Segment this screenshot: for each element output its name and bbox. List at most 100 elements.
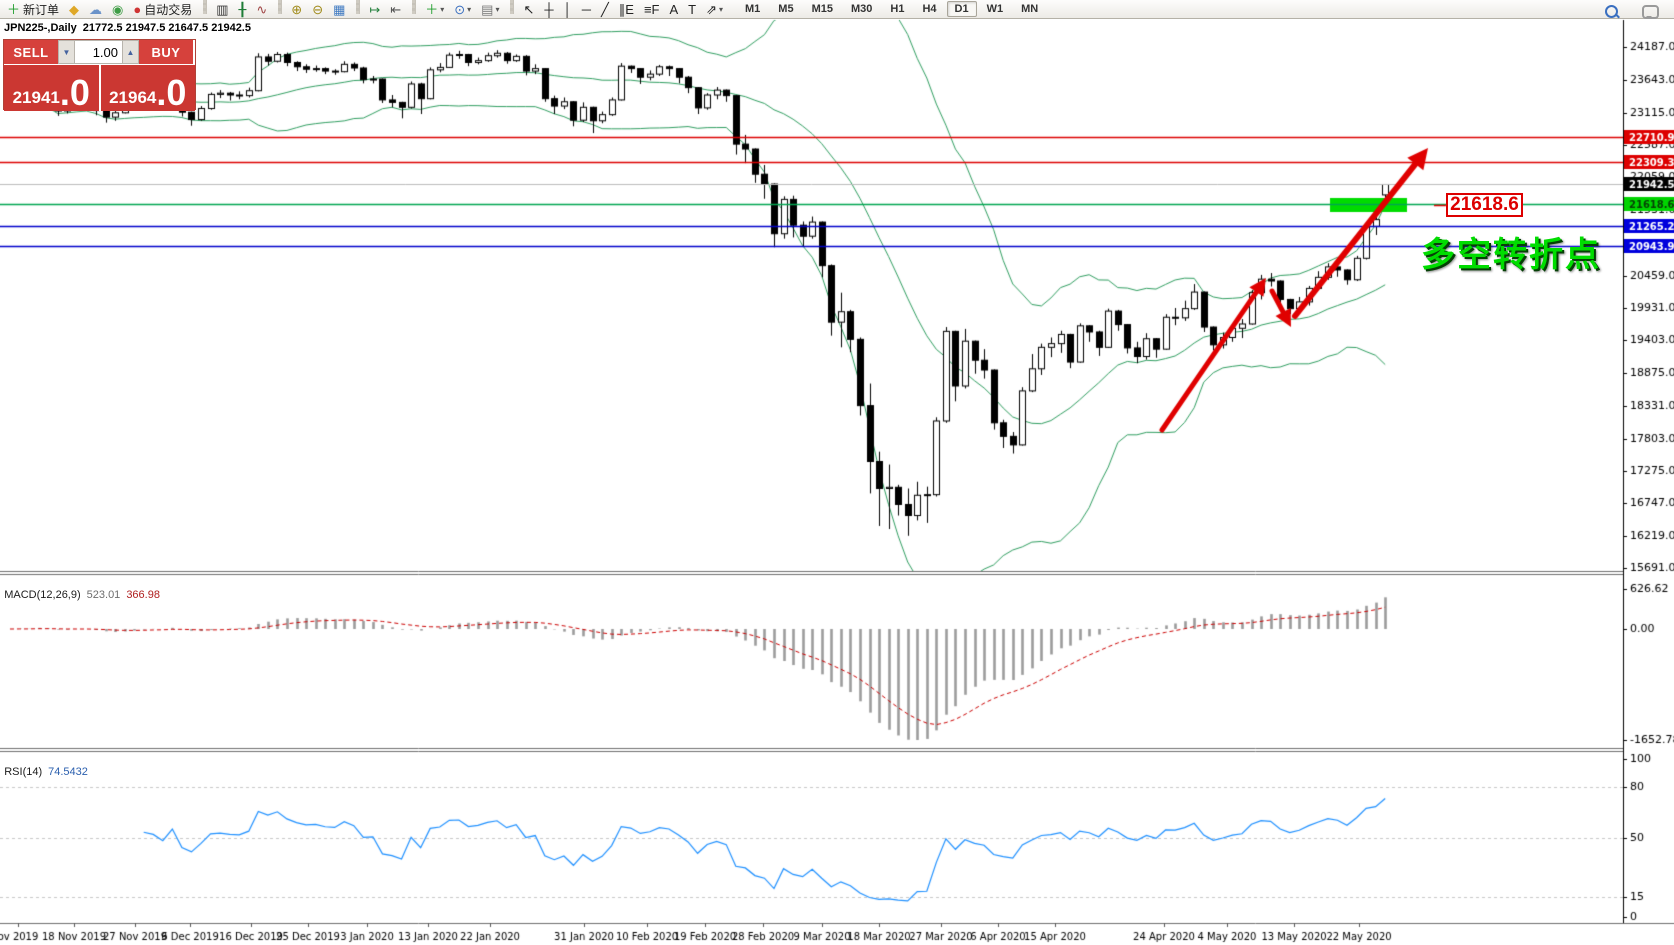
horizontal-line-button[interactable]: ─	[578, 0, 595, 19]
rsi-value: 74.5432	[48, 766, 88, 778]
mql5-community-button[interactable]: ☁	[85, 0, 106, 19]
arrows-icon: ⇗	[706, 1, 717, 17]
signals-icon: ◉	[112, 1, 124, 17]
search-icon	[1605, 5, 1618, 18]
rsi-name: RSI(14)	[4, 766, 43, 778]
auto-scroll-icon: ↦	[369, 1, 381, 17]
chart-shift-icon: ⇤	[390, 1, 402, 17]
sell-button[interactable]: SELL	[4, 40, 58, 64]
templates-button[interactable]: ▤ ▾	[477, 0, 503, 19]
signals-button[interactable]: ◉	[108, 0, 127, 19]
toolbar-separator	[510, 0, 515, 14]
macd-signal-value: 366.98	[126, 589, 160, 601]
tile-windows-icon: ▦	[333, 1, 346, 17]
price-level-label: 21618.6	[1446, 193, 1523, 217]
rsi-indicator-label: RSI(14) 74.5432	[0, 754, 88, 790]
tile-windows-button[interactable]: ▦	[329, 0, 349, 19]
buy-price-frac: .0	[156, 72, 187, 113]
fibonacci-retracement-icon: ≡F	[643, 1, 660, 17]
buy-button[interactable]: BUY	[139, 40, 193, 64]
arrows-button[interactable]: ⇗ ▾	[702, 0, 727, 19]
toolbar-separator	[278, 0, 283, 14]
indicators-button[interactable]: ＋ ▾	[421, 0, 448, 19]
equidistant-channel-icon: ∥E	[618, 1, 634, 17]
text-button[interactable]: A	[665, 0, 682, 19]
text-label-icon: T	[688, 1, 697, 17]
volume-input[interactable]	[75, 40, 122, 64]
timeframe-mn-button[interactable]: MN	[1021, 3, 1039, 15]
new-order-icon: ＋	[7, 1, 21, 17]
timeframe-h1-button[interactable]: H1	[890, 3, 905, 15]
chat-icon	[1642, 4, 1659, 19]
trendline-icon: ╱	[600, 1, 609, 17]
crosshair-button[interactable]: ┼	[540, 0, 557, 19]
caret-up-icon: ▲	[126, 47, 135, 57]
metaeditor-button[interactable]: ◆	[65, 0, 83, 19]
toolbar-buttons: ＋新订单 ◆ ☁ ◉ ● 自动交易 ▥ ╂ ∿ ⊕ ⊖ ▦ ↦ ⇤ ＋ ▾ ⊙ ▾ ▤ ▾ ↖ ┼ │ ─ ╱ ∥E ≡F A T ⇗ ▾	[2, 0, 728, 19]
trendline-button[interactable]: ╱	[597, 0, 613, 19]
text-label-button[interactable]: T	[684, 0, 700, 19]
vertical-line-icon: │	[563, 1, 572, 17]
zoom-in-button[interactable]: ⊕	[287, 0, 306, 19]
sell-price-frac: .0	[59, 72, 90, 113]
crosshair-icon: ┼	[544, 1, 554, 17]
metaeditor-icon: ◆	[69, 1, 80, 17]
indicators-icon: ＋	[425, 1, 439, 17]
turning-point-annotation: 多空转折点	[1421, 236, 1601, 274]
text-icon: A	[669, 1, 679, 17]
volume-increase-button[interactable]: ▲	[122, 40, 139, 64]
chart-symbol-period: JPN225-,Daily	[4, 22, 77, 34]
trade-panel-prices: 21941.0 21964.0	[4, 65, 195, 111]
toolbar-right	[1600, 2, 1664, 21]
chevron-down-icon: ▾	[467, 4, 472, 14]
timeframe-d1-button[interactable]: D1	[946, 1, 977, 17]
equidistant-channel-button[interactable]: ∥E	[615, 0, 638, 19]
chat-button[interactable]	[1638, 2, 1663, 21]
sell-price-main: 21941	[12, 88, 60, 107]
timeframe-m1-button[interactable]: M1	[745, 3, 761, 15]
new-order-button[interactable]: ＋新订单	[3, 0, 63, 19]
templates-icon: ▤	[481, 1, 494, 17]
chevron-down-icon: ▾	[495, 4, 500, 14]
horizontal-line-icon: ─	[581, 1, 591, 17]
buy-price[interactable]: 21964.0	[100, 65, 195, 113]
timeframe-w1-button[interactable]: W1	[986, 3, 1004, 15]
macd-indicator-label: MACD(12,26,9) 523.01 366.98	[0, 577, 160, 613]
auto-scroll-button[interactable]: ↦	[365, 0, 384, 19]
candlestick-chart-button[interactable]: ╂	[235, 0, 251, 19]
vertical-line-button[interactable]: │	[560, 0, 576, 19]
timeframe-m15-button[interactable]: M15	[811, 3, 833, 15]
macd-name: MACD(12,26,9)	[4, 589, 81, 601]
zoom-out-icon: ⊖	[312, 1, 324, 17]
trade-panel-top-row: SELL ▼ ▲ BUY	[4, 40, 195, 64]
periods-button[interactable]: ⊙ ▾	[450, 0, 475, 19]
toolbar: ＋新订单 ◆ ☁ ◉ ● 自动交易 ▥ ╂ ∿ ⊕ ⊖ ▦ ↦ ⇤ ＋ ▾ ⊙ ▾ ▤ ▾ ↖ ┼ │ ─ ╱ ∥E ≡F A T ⇗ ▾ …	[0, 0, 1674, 19]
cursor-button[interactable]: ↖	[519, 0, 538, 19]
chevron-down-icon: ▾	[719, 4, 724, 14]
timeframe-buttons: M1 M5 M15 M30 H1 H4 D1 W1 MN	[736, 1, 1047, 17]
timeframe-m5-button[interactable]: M5	[778, 3, 794, 15]
toolbar-separator	[412, 0, 417, 14]
buy-price-main: 21964	[109, 88, 157, 107]
volume-decrease-button[interactable]: ▼	[58, 40, 75, 64]
zoom-out-button[interactable]: ⊖	[308, 0, 327, 19]
line-chart-button[interactable]: ∿	[252, 0, 271, 19]
fibonacci-retracement-button[interactable]: ≡F	[640, 0, 664, 19]
sell-price[interactable]: 21941.0	[4, 65, 99, 111]
timeframe-h4-button[interactable]: H4	[922, 3, 937, 15]
mql5-community-icon: ☁	[89, 1, 103, 17]
new-order-label: 新订单	[23, 2, 60, 17]
chart-title: JPN225-,Daily 21772.5 21947.5 21647.5 219…	[4, 22, 251, 34]
search-button[interactable]	[1601, 2, 1622, 21]
bar-chart-icon: ▥	[216, 1, 229, 17]
chart-ohlc-values: 21772.5 21947.5 21647.5 21942.5	[82, 22, 251, 34]
autotrading-icon: ●	[133, 1, 142, 17]
caret-down-icon: ▼	[62, 47, 71, 57]
bar-chart-button[interactable]: ▥	[212, 0, 232, 19]
timeframe-m30-button[interactable]: M30	[850, 3, 873, 15]
macd-main-value: 523.01	[86, 589, 121, 601]
chart-shift-button[interactable]: ⇤	[386, 0, 405, 19]
autotrading-button[interactable]: ● 自动交易	[129, 0, 196, 19]
